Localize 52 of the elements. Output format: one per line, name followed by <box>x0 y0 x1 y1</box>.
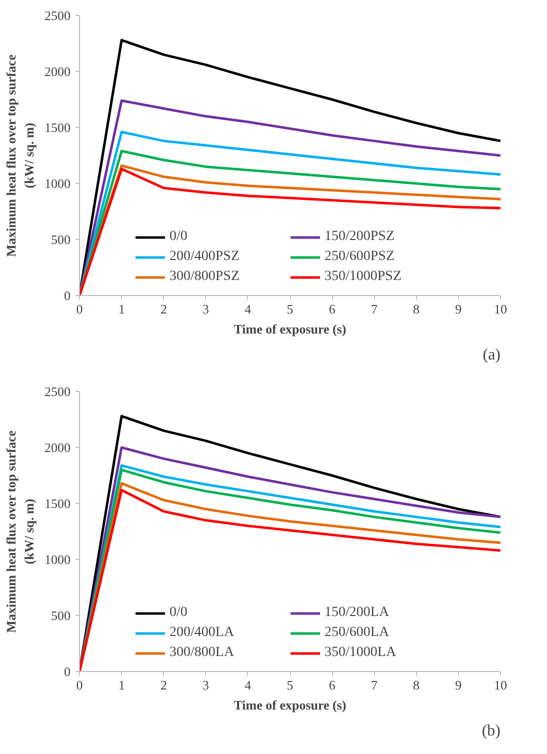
x-tick-label: 10 <box>494 302 507 316</box>
legend-label: 200/400LA <box>170 625 236 641</box>
legend-label: 350/1000PSZ <box>324 269 403 285</box>
x-tick-label: 1 <box>118 302 125 316</box>
x-tick-label: 6 <box>328 302 336 316</box>
y-tick-label: 1500 <box>44 120 70 135</box>
legend-label: 150/200PSZ <box>324 229 396 245</box>
y-tick-label: 2500 <box>44 384 70 399</box>
y-tick-label: 1000 <box>44 552 70 567</box>
y-tick-label: 0 <box>64 288 70 303</box>
x-axis-title: Time of exposure (s) <box>234 322 346 336</box>
legend-label: 250/600PSZ <box>324 249 396 265</box>
x-tick-label: 4 <box>244 678 252 692</box>
x-tick-label: 3 <box>202 678 210 692</box>
legend-label: 250/600LA <box>324 625 390 641</box>
x-tick-label: 7 <box>370 302 378 316</box>
y-tick-label: 1000 <box>44 176 70 191</box>
x-tick-label: 7 <box>370 678 378 692</box>
x-axis-title: Time of exposure (s) <box>234 698 346 712</box>
legend-label: 200/400PSZ <box>170 249 241 265</box>
y-axis-title: Maximum heat flux over top surface (kW/ sq. m) <box>4 54 36 257</box>
x-tick-label: 8 <box>413 302 420 316</box>
x-tick-label: 5 <box>286 678 294 692</box>
y-tick-label: 2000 <box>44 440 70 455</box>
x-tick-label: 0 <box>76 678 83 692</box>
text: (a) <box>482 346 501 364</box>
x-tick-label: 9 <box>455 678 462 692</box>
legend-label: 0/0 <box>170 605 188 621</box>
x-tick-label: 9 <box>455 302 462 316</box>
y-tick-label: 0 <box>64 664 70 679</box>
x-tick-label: 3 <box>202 302 210 316</box>
y-tick-label: 500 <box>51 608 70 623</box>
x-tick-label: 0 <box>76 302 83 316</box>
legend-label: 0/0 <box>170 229 188 245</box>
x-tick-label: 6 <box>328 678 336 692</box>
y-tick-label: 2500 <box>44 8 70 23</box>
y-tick-label: 500 <box>51 232 70 247</box>
x-tick-label: 4 <box>244 302 252 316</box>
x-tick-label: 8 <box>413 678 420 692</box>
y-tick-label: 2000 <box>44 64 70 79</box>
legend-label: 300/800PSZ <box>170 269 241 285</box>
y-axis-title: Maximum heat flux over top surface (kW/ sq. m) <box>4 430 36 633</box>
text: (b) <box>482 722 500 740</box>
x-tick-label: 2 <box>160 678 167 692</box>
x-tick-label: 5 <box>286 302 294 316</box>
legend-label: 350/1000LA <box>324 645 398 661</box>
x-tick-label: 10 <box>494 678 507 692</box>
legend-label: 300/800LA <box>170 645 236 661</box>
x-tick-label: 2 <box>160 302 167 316</box>
legend-label: 150/200LA <box>324 605 390 621</box>
y-tick-label: 1500 <box>44 496 70 511</box>
x-tick-label: 1 <box>118 678 125 692</box>
